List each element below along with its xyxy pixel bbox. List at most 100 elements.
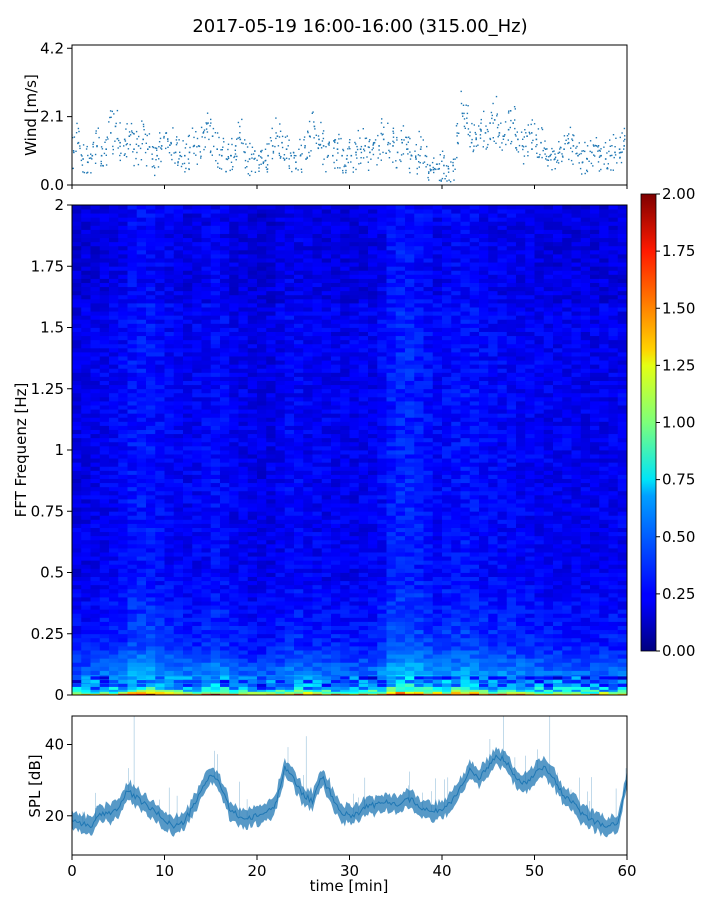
spectrogram-cell [146,658,156,663]
spectrogram-cell [192,286,202,292]
wind-point-sample [293,152,295,154]
spectrogram-cell [146,429,156,435]
wind-point-sample [105,139,107,141]
spectrogram-cell [284,425,295,430]
spectrogram-cell [340,523,350,528]
wind-point-sample [475,137,477,139]
spectrogram-cell [220,470,230,475]
spectrogram-cell [192,249,202,255]
spectrogram-cell [127,572,138,577]
spectrogram-cell [294,568,304,573]
wind-point-sample [473,145,475,147]
spectrogram-cell [294,335,304,341]
spectrogram-cell [220,388,230,394]
wind-point-sample [85,148,88,150]
spectrogram-cell [146,388,156,394]
spectrogram-cell [210,339,221,345]
spectrogram-cell [312,262,323,267]
spectrogram-cell [275,617,286,622]
spectrogram-cell [368,548,378,553]
spectrogram-cell [275,609,286,614]
spectrogram-cell [210,523,221,528]
spectrogram-cell [266,352,276,357]
spectrogram-cell [321,613,332,618]
spectrogram-cell [294,405,304,410]
spectrogram-cell [127,303,138,308]
wind-point-sample [244,167,247,169]
spectrogram-cell [238,315,249,320]
wind-point-sample [154,174,156,177]
wind-point-sample [279,157,282,159]
spectrogram-cell [127,580,138,586]
wind-point-sample [92,143,94,146]
wind-point-sample [155,147,158,149]
spectrogram-cell [266,401,276,406]
spectrogram-cell [90,401,101,406]
spectrogram-cell [201,462,212,467]
spectrogram-cell [266,290,276,296]
spectrogram-cell [238,254,249,259]
spectrogram-cell [247,458,258,463]
spectrogram-cell [266,274,276,279]
spectrogram-cell [81,249,91,255]
spectrogram-cell [127,339,138,345]
spectrogram-cell [72,552,82,557]
spectrogram-cell [368,527,378,533]
spectrogram-cell [136,417,147,422]
spectrogram-cell [183,405,193,410]
wind-point-sample [246,166,248,168]
spectrogram-cell [201,237,212,243]
spectrogram-cell [118,568,128,573]
spectrogram-cell [220,392,230,398]
wind-point-sample [545,155,548,158]
wind-point-sample [429,168,431,170]
spectrogram-cell [377,519,387,524]
spectrogram-cell [81,413,91,418]
spectrogram-cell [257,290,267,296]
spectrogram-cell [275,519,286,524]
spectrogram-cell [183,258,193,263]
spectrogram-cell [118,654,128,659]
spectrogram-cell [109,605,119,610]
spectrogram-cell [146,347,156,353]
spectrogram-cell [173,241,184,247]
spectrogram-cell [312,335,323,341]
wind-point-sample [195,154,197,156]
wind-point-sample [389,143,391,145]
wind-point-sample [142,125,145,128]
spectrogram-cell [284,343,295,349]
spectrogram-cell [183,597,193,602]
spectrogram-cell [358,462,369,467]
spectrogram-cell [127,646,138,651]
spectrogram-cell [146,511,156,516]
spectrogram-cell [284,327,295,332]
wind-point-sample [256,159,258,161]
wind-point-sample [589,140,592,142]
spectrogram-cell [210,662,221,667]
wind-point-sample [234,153,237,155]
spectrogram-cell [321,286,332,292]
wind-point-sample [126,143,128,145]
spectrogram-cell [266,560,276,565]
spectrogram-cell [294,441,304,447]
spectrogram-cell [238,409,249,414]
spectrogram-cell [266,396,276,402]
spectrogram-cell [118,437,128,443]
spectrogram-cell [90,331,101,337]
spectrogram-cell [109,213,119,218]
spectrogram-cell [368,343,378,349]
spectrogram-cell [81,511,91,516]
spectrogram-cell [331,437,341,443]
wind-point-sample [378,149,380,151]
spectrogram-cell [155,507,165,512]
spectrogram-cell [109,650,119,655]
spectrogram-cell [118,233,128,239]
spectrogram-cell [368,213,378,218]
wind-point-sample [445,175,447,177]
spectrogram-cell [173,601,184,606]
spectrogram-cell [275,515,286,520]
spectrogram-cell [349,486,360,492]
wind-point-sample [593,145,595,147]
wind-point-sample [333,140,335,142]
spectrogram-cell [127,633,138,639]
